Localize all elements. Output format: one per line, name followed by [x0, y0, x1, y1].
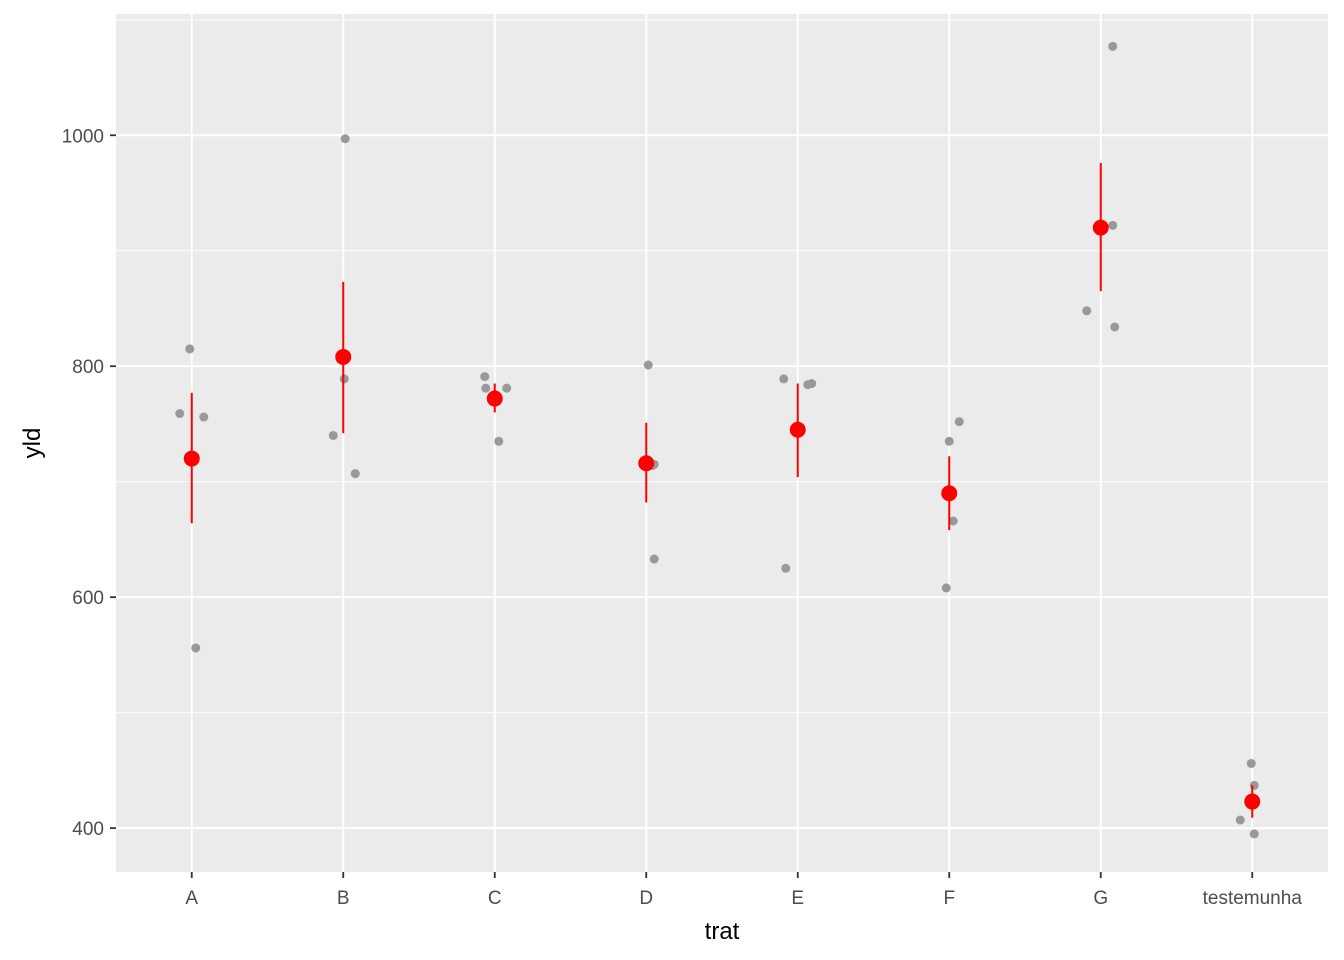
x-tick-label: E: [791, 888, 804, 909]
raw-point: [494, 436, 504, 446]
x-axis-title: trat: [705, 918, 740, 945]
y-tick-label: 400: [72, 819, 104, 840]
mean-point: [335, 348, 352, 365]
x-tick-label: F: [943, 888, 955, 909]
x-tick-label: G: [1093, 888, 1108, 909]
raw-point: [1108, 220, 1118, 230]
y-axis-title: yld: [19, 428, 46, 459]
raw-point: [941, 583, 951, 593]
raw-point: [779, 374, 789, 384]
raw-point: [1249, 829, 1259, 839]
raw-point: [954, 417, 964, 427]
x-tick-label: B: [337, 888, 350, 909]
raw-point: [480, 372, 490, 382]
raw-point: [781, 563, 791, 573]
x-tick-label: A: [185, 888, 198, 909]
mean-point: [1092, 219, 1109, 236]
minor-gridlines: [116, 19, 1328, 714]
x-tick-label: C: [488, 888, 502, 909]
raw-point: [1235, 815, 1245, 825]
raw-point: [944, 436, 954, 446]
x-tick-label: testemunha: [1203, 888, 1303, 909]
raw-point: [175, 409, 185, 419]
raw-point: [185, 344, 195, 354]
raw-point: [948, 516, 958, 526]
mean-point: [789, 421, 806, 438]
plot-panel: [116, 14, 1328, 872]
mean-point: [941, 485, 958, 502]
raw-point: [1249, 780, 1259, 790]
raw-point: [643, 360, 653, 370]
mean-point: [638, 455, 655, 472]
raw-point: [191, 643, 201, 653]
raw-point: [1082, 306, 1092, 316]
raw-point: [1246, 758, 1256, 768]
mean-point: [183, 450, 200, 467]
raw-point: [649, 554, 659, 564]
y-tick-label: 600: [72, 588, 104, 609]
raw-point: [328, 430, 338, 440]
raw-point: [340, 134, 350, 144]
raw-point: [1108, 41, 1118, 51]
y-axis: 400 600 800 1000: [62, 126, 116, 840]
mean-point: [1244, 793, 1261, 810]
mean-summaries: [183, 162, 1261, 818]
mean-point: [486, 390, 503, 407]
raw-point: [1110, 322, 1120, 332]
raw-point: [502, 383, 512, 393]
raw-point: [803, 380, 813, 390]
x-tick-label: D: [639, 888, 653, 909]
y-tick-label: 1000: [62, 126, 104, 147]
y-tick-label: 800: [72, 357, 104, 378]
raw-point: [199, 412, 209, 422]
raw-point: [481, 383, 491, 393]
raw-point: [350, 469, 360, 479]
